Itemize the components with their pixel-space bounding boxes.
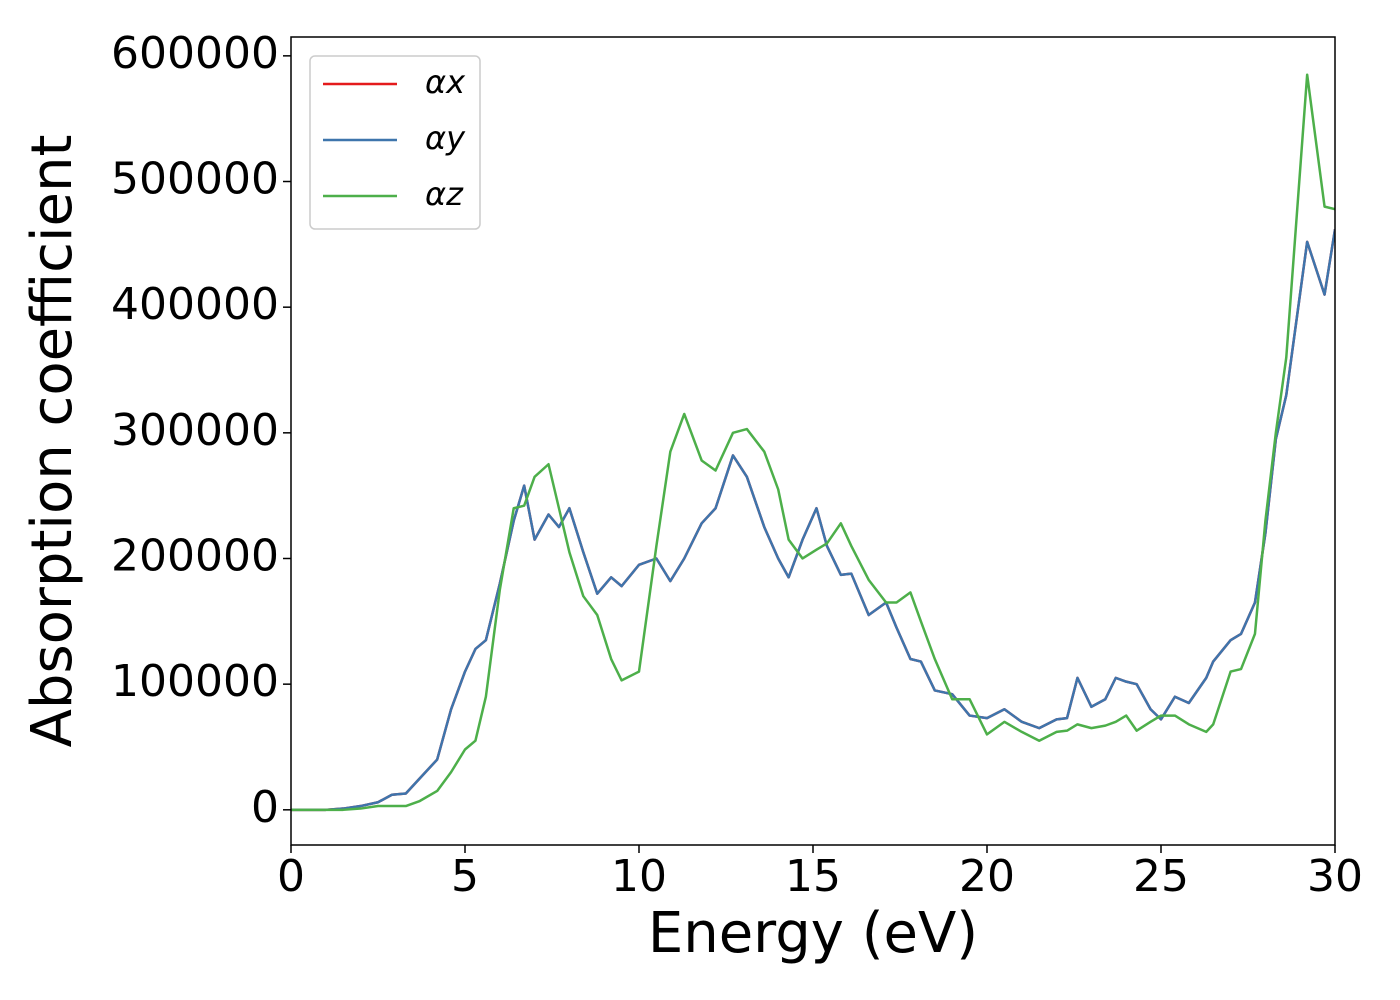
x-tick-label: 30 (1307, 851, 1363, 902)
y-tick-label: 400000 (111, 279, 279, 330)
y-tick-label: 500000 (111, 154, 279, 205)
y-axis-label: Absorption coefficient (20, 135, 85, 748)
y-tick-label: 600000 (111, 28, 279, 79)
x-tick-label: 20 (959, 851, 1015, 902)
legend-label: αx (425, 63, 466, 101)
legend-label: αz (425, 175, 464, 213)
x-tick-label: 15 (785, 851, 841, 902)
y-tick-label: 200000 (111, 530, 279, 581)
y-tick-label: 0 (251, 782, 279, 833)
y-tick-label: 100000 (111, 656, 279, 707)
data-line (291, 73, 1335, 812)
x-axis-label: Energy (eV) (648, 901, 978, 966)
legend-label: αy (425, 119, 466, 157)
x-tick-label: 25 (1133, 851, 1189, 902)
y-tick-label: 300000 (111, 405, 279, 456)
plot-frame (290, 36, 1336, 846)
x-tick-label: 10 (611, 851, 667, 902)
x-tick-label: 0 (277, 851, 305, 902)
x-tick-label: 5 (451, 851, 479, 902)
legend-box (309, 55, 481, 230)
data-line (291, 229, 1335, 812)
